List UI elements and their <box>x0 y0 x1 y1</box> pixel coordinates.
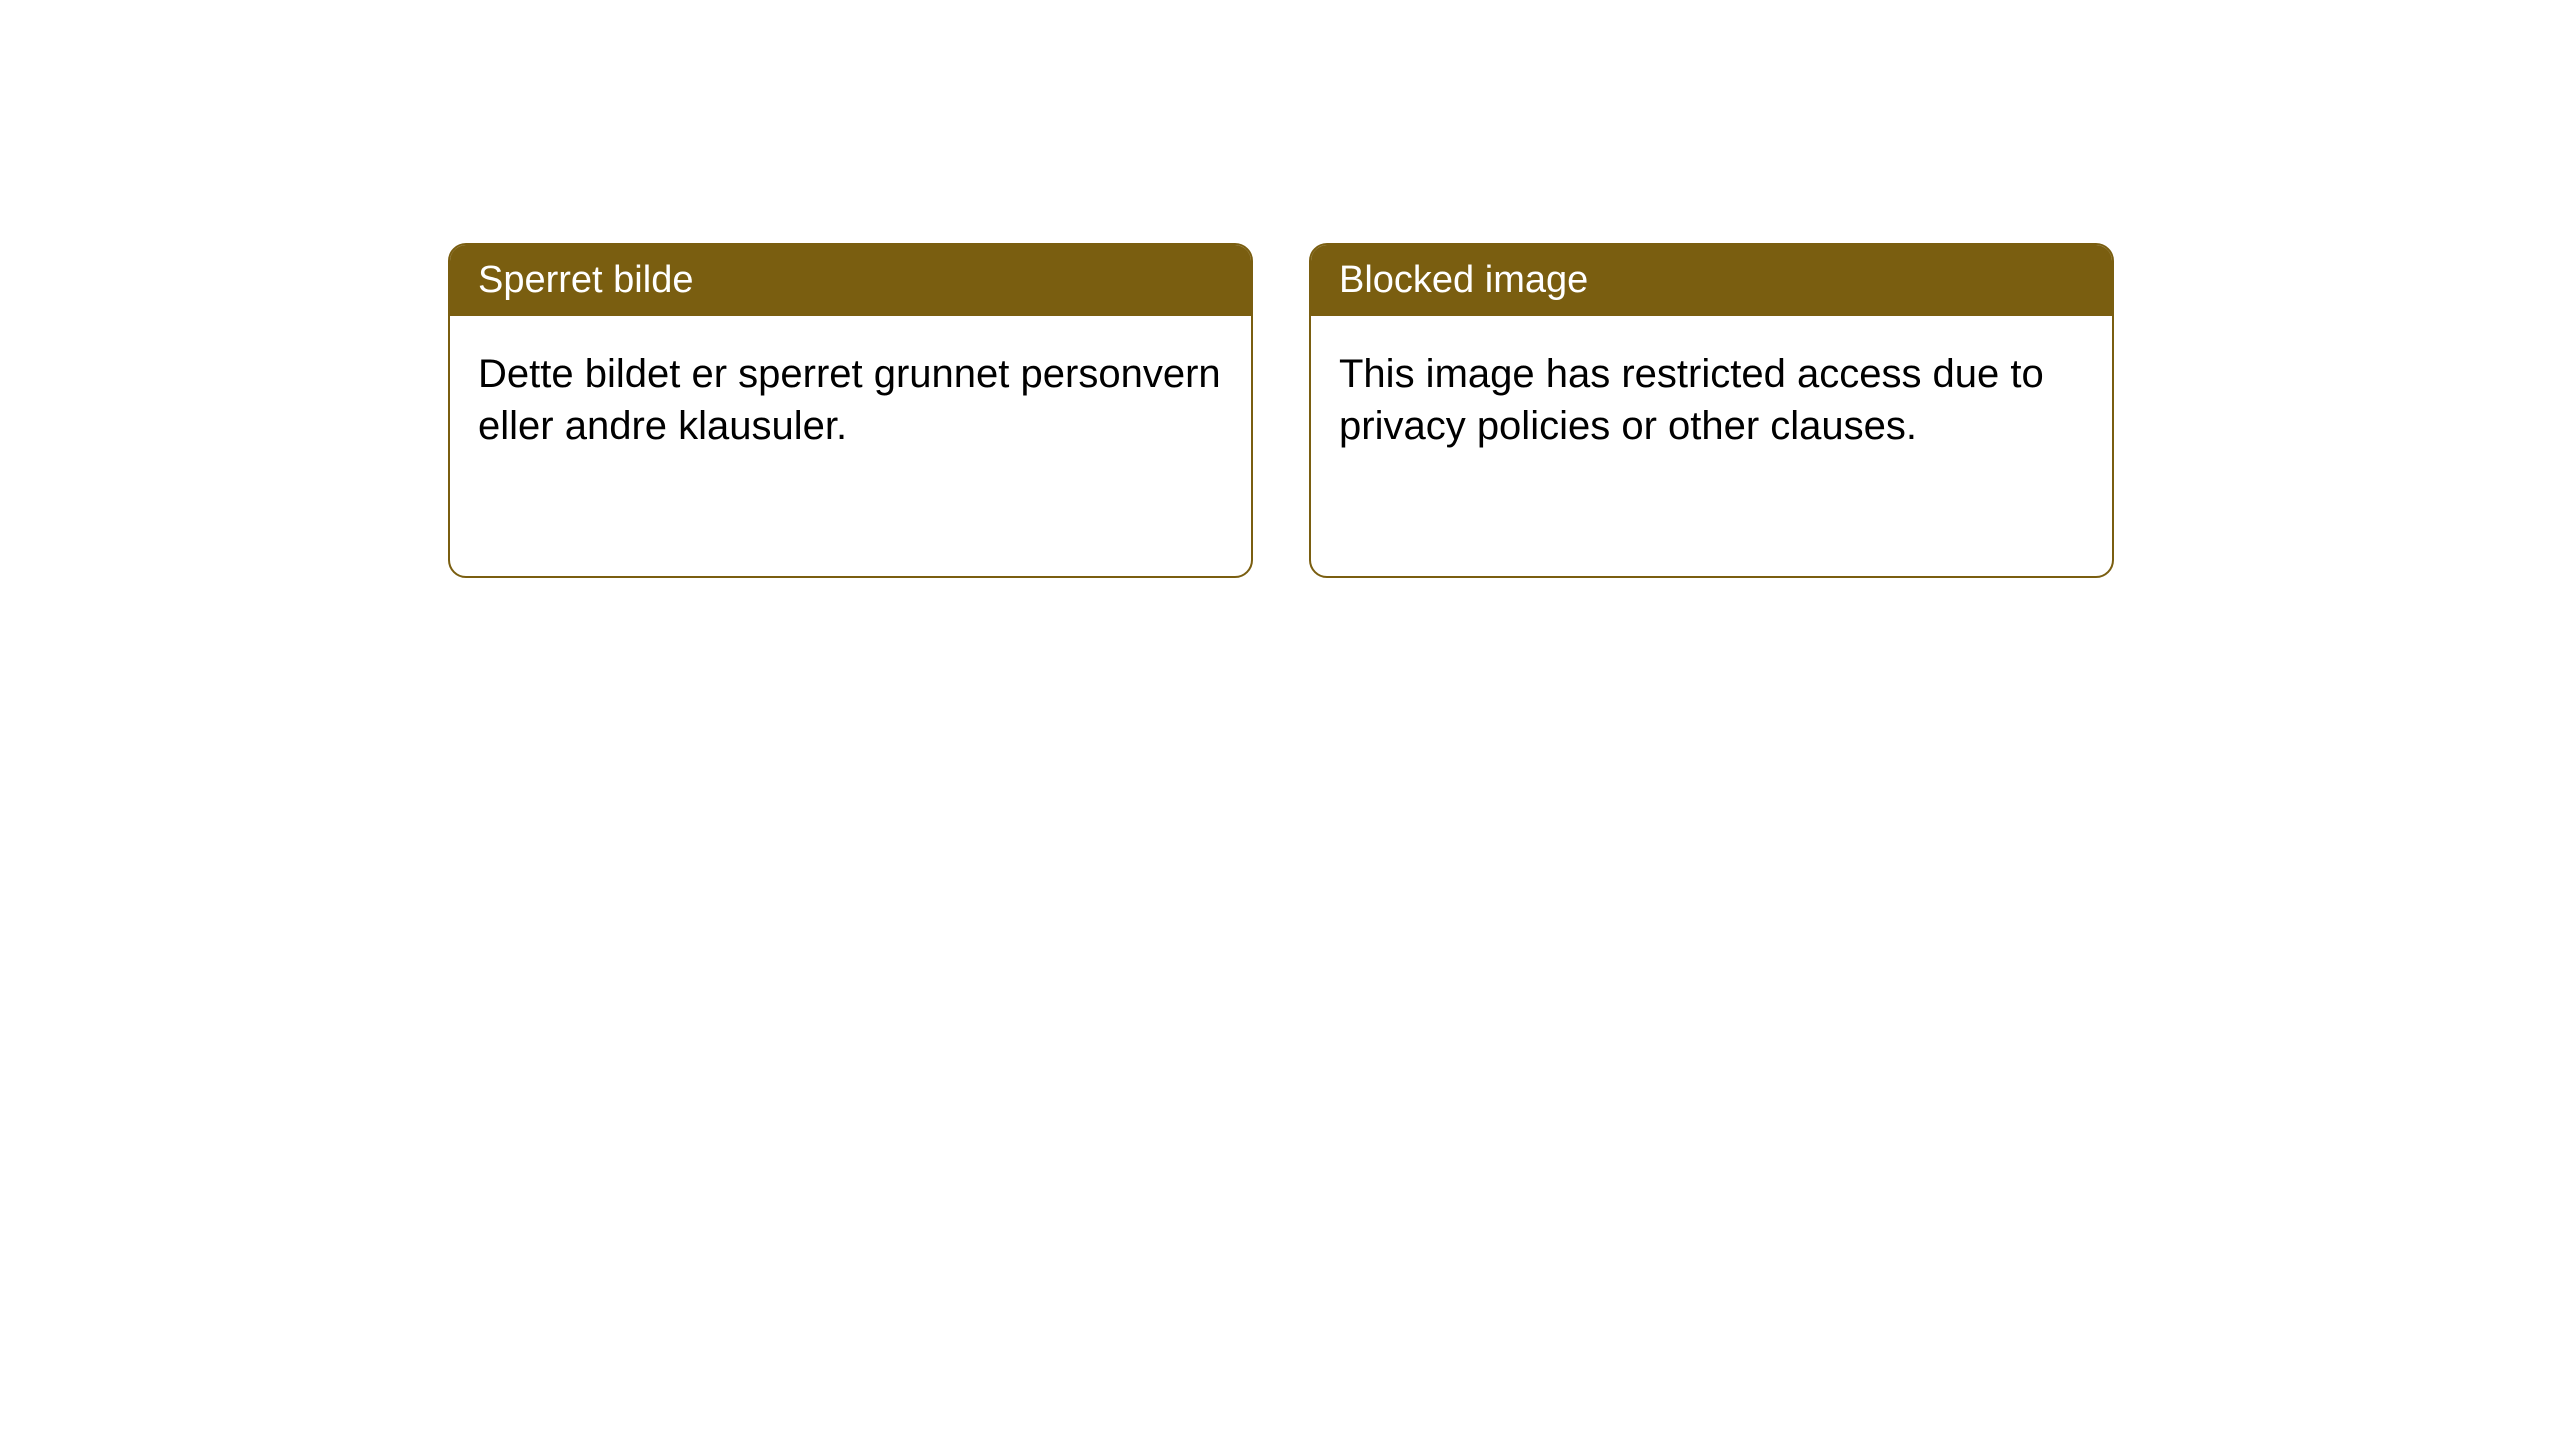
notice-card-header: Sperret bilde <box>450 245 1251 316</box>
notice-card-body: This image has restricted access due to … <box>1311 316 2112 484</box>
notice-card-en: Blocked image This image has restricted … <box>1309 243 2114 578</box>
notice-card-body-text: This image has restricted access due to … <box>1339 352 2044 448</box>
notice-card-body-text: Dette bildet er sperret grunnet personve… <box>478 352 1221 448</box>
notice-card-header: Blocked image <box>1311 245 2112 316</box>
notice-container: Sperret bilde Dette bildet er sperret gr… <box>0 0 2560 578</box>
notice-card-title: Blocked image <box>1339 259 1588 301</box>
notice-card-no: Sperret bilde Dette bildet er sperret gr… <box>448 243 1253 578</box>
notice-card-title: Sperret bilde <box>478 259 693 301</box>
notice-card-body: Dette bildet er sperret grunnet personve… <box>450 316 1251 484</box>
